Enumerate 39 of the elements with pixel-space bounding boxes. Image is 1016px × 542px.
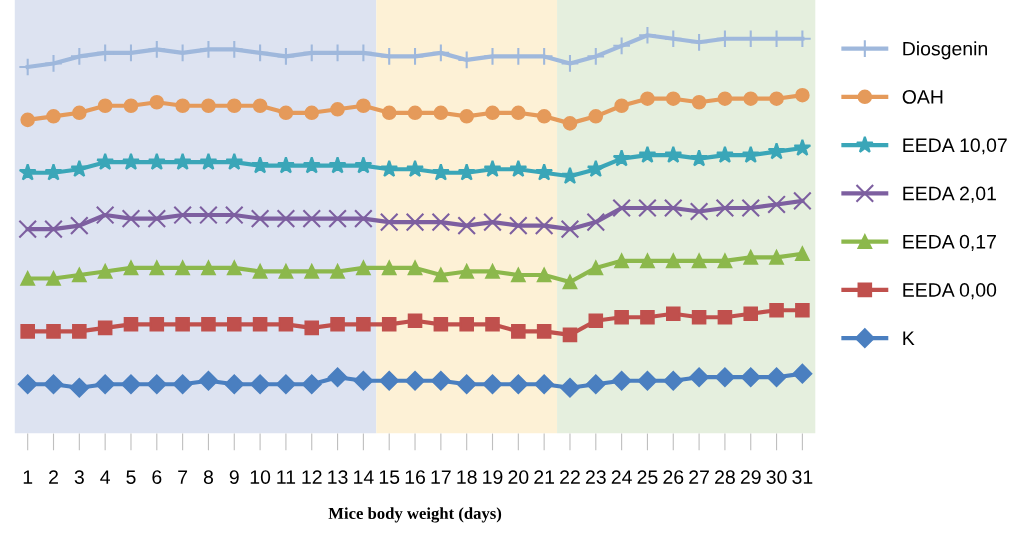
x-tick-label: 27: [689, 470, 709, 484]
x-tick-label: 24: [611, 470, 632, 484]
x-tick-label: 14: [354, 470, 374, 484]
x-tick-label: 3: [74, 470, 84, 484]
legend-label: K: [903, 331, 915, 345]
x-tick-label: 12: [302, 470, 322, 484]
x-tick-label: 20: [508, 470, 529, 484]
x-tick-label: 6: [152, 470, 162, 484]
x-tick-label: 11: [277, 470, 296, 484]
x-tick-label: 7: [178, 470, 188, 484]
x-tick-label: 31: [792, 470, 813, 484]
x-tick-label: 10: [250, 470, 271, 484]
x-tick-label: 5: [126, 470, 136, 484]
x-tick-label: 26: [663, 470, 684, 484]
x-tick-label: 17: [431, 470, 451, 484]
x-tick-label: 15: [379, 470, 400, 484]
x-tick-label: 18: [457, 470, 477, 484]
x-tick-label: 23: [585, 470, 606, 484]
x-axis-title: Mice body weight (days): [328, 507, 502, 523]
x-tick-label: 13: [328, 470, 348, 484]
x-tick-label: 22: [560, 470, 580, 484]
legend-label: EEDA 0,17: [903, 234, 996, 251]
x-tick-label: 30: [766, 470, 787, 484]
legend-label: Diosgenin: [903, 41, 987, 60]
x-tick-label: 19: [483, 470, 503, 484]
x-tick-label: 16: [405, 470, 425, 484]
x-tick-label: 9: [229, 470, 239, 484]
x-tick-label: 4: [100, 470, 110, 484]
x-tick-label: 29: [740, 470, 761, 484]
x-tick-label: 1: [23, 470, 33, 484]
x-tick-label: 8: [203, 470, 214, 484]
x-tick-label: 25: [637, 470, 658, 484]
legend-label: OAH: [902, 90, 943, 104]
legend-label: EEDA 0,00: [903, 283, 997, 300]
x-tick-label: 21: [534, 470, 555, 484]
x-tick-label: 2: [49, 470, 58, 484]
x-tick-label: 28: [715, 470, 735, 484]
legend-label: EEDA 2,01: [903, 186, 996, 203]
legend-label: EEDA 10,07: [903, 138, 1007, 155]
